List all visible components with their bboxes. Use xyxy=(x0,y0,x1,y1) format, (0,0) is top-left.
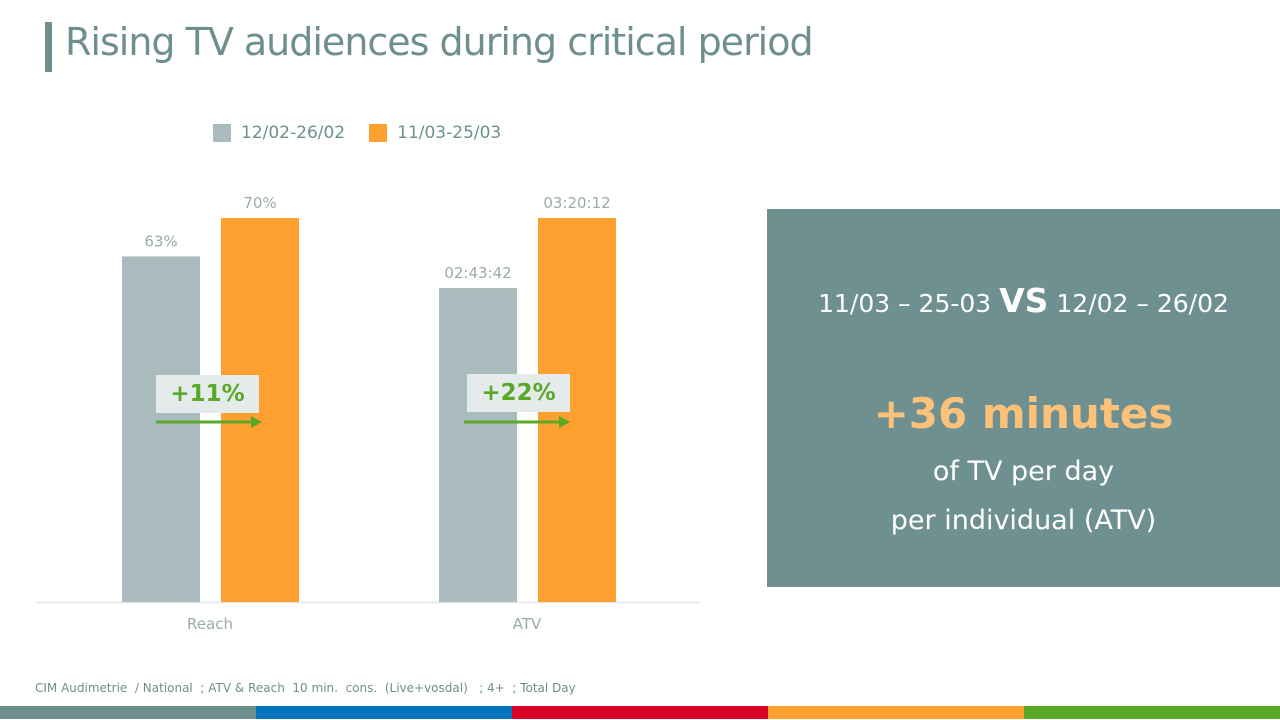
legend-swatch-series-2 xyxy=(369,124,388,142)
legend-label-series-2: 11/03-25/03 xyxy=(397,123,502,143)
footer-stripe-2 xyxy=(256,706,512,719)
period-previous: 12/02 – 26/02 xyxy=(1056,289,1229,318)
comparison-periods: 11/03 – 25-03 VS 12/02 – 26/02 xyxy=(767,281,1280,320)
data-label-reach-series-2: 70% xyxy=(243,194,276,212)
footer-stripe-1 xyxy=(0,706,256,719)
title-accent-bar xyxy=(45,22,52,72)
summary-panel: 11/03 – 25-03 VS 12/02 – 26/02 +36 minut… xyxy=(767,209,1280,587)
legend-swatch-series-1 xyxy=(213,124,231,142)
footer-stripe-4 xyxy=(768,706,1024,719)
chart-legend: 12/02-26/02 11/03-25/03 xyxy=(213,123,525,143)
legend-item-series-1: 12/02-26/02 xyxy=(213,123,345,143)
bar-reach-series-1 xyxy=(122,256,200,602)
growth-arrow-icon-2 xyxy=(559,416,570,428)
category-label-reach: Reach xyxy=(187,615,233,633)
legend-item-series-2: 11/03-25/03 xyxy=(369,123,501,143)
headline-detail-1: of TV per day xyxy=(932,456,1115,487)
growth-badge-reach: +11% xyxy=(156,375,259,413)
footer-color-stripes xyxy=(0,706,1280,719)
growth-arrow-icon-1 xyxy=(251,416,262,428)
page-title: Rising TV audiences during critical peri… xyxy=(65,20,814,64)
period-current: 11/03 – 25-03 xyxy=(818,289,992,318)
footer-stripe-3 xyxy=(512,706,768,719)
category-label-atv: ATV xyxy=(513,615,542,633)
source-note: CIM Audimetrie / National ; ATV & Reach … xyxy=(35,681,576,695)
growth-badge-atv: +22% xyxy=(467,374,570,412)
bar-chart: Reach ATV 63% 70% 02:43:42 03:20:12 xyxy=(36,194,700,633)
headline-increase: +36 minutes xyxy=(873,389,1174,438)
data-label-reach-series-1: 63% xyxy=(144,232,177,250)
vs-label: VS xyxy=(999,281,1049,320)
legend-label-series-1: 12/02-26/02 xyxy=(241,123,346,143)
data-label-atv-series-1: 02:43:42 xyxy=(444,264,511,282)
footer-stripe-5 xyxy=(1024,706,1280,719)
headline-detail-2: per individual (ATV) xyxy=(890,505,1157,536)
data-label-atv-series-2: 03:20:12 xyxy=(543,194,610,212)
bar-atv-series-1 xyxy=(439,288,517,602)
